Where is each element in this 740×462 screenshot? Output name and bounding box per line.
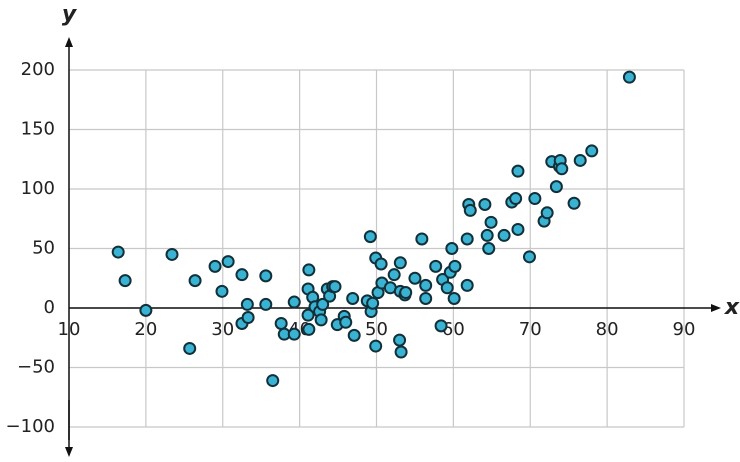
point [339,315,353,329]
point [314,313,328,327]
point [208,259,222,273]
x-tick-label: 70 [519,319,542,340]
y-tick-label: −100 [6,416,55,437]
point [302,322,316,336]
point [509,192,523,206]
point [188,274,202,288]
point [366,296,380,310]
point [511,164,525,178]
x-tick-label: 20 [134,319,157,340]
point [445,242,459,255]
point [399,286,413,300]
point [434,319,448,333]
x-tick-label: 30 [211,319,234,340]
point [555,162,569,176]
point [346,291,360,305]
point [497,228,511,242]
point [447,291,461,305]
point [484,215,498,229]
grid [68,69,685,428]
x-tick-label: 10 [58,319,81,340]
point [111,245,125,259]
point [480,228,494,242]
point [482,242,496,255]
point [622,70,636,84]
point [585,144,599,158]
point [460,278,474,292]
point [429,259,443,273]
point [394,345,408,359]
point [316,297,330,311]
point [240,297,254,311]
y-tick-label: 0 [44,297,55,318]
point [374,257,388,271]
point [463,203,477,217]
point [440,281,454,295]
point [118,274,132,288]
point [573,153,587,167]
y-tick-label: 150 [21,119,55,140]
points [111,70,636,388]
point [369,339,383,353]
point [522,250,536,264]
point [460,232,474,246]
point [540,206,554,220]
point [393,256,407,270]
y-tick-label: 100 [21,178,55,199]
point [183,341,197,355]
point [301,308,315,322]
y-tick-label: −50 [17,357,55,378]
point [328,280,342,294]
y-tick-label: 50 [32,238,55,259]
point [347,328,361,342]
point [549,180,563,194]
point [165,247,179,261]
point [393,333,407,347]
point [419,278,433,292]
point [139,303,153,317]
x-tick-label: 80 [596,319,619,340]
point [528,192,542,206]
y-tick-label: 200 [21,59,55,80]
point [408,271,422,285]
x-tick-label: 50 [365,319,388,340]
x-tick-label: 60 [442,319,465,340]
point [415,232,429,246]
point [363,230,377,244]
point [419,291,433,305]
point [478,197,492,211]
point [235,268,249,282]
x-axis-label: x [724,295,740,320]
point [221,255,235,269]
point [259,297,273,311]
point [567,196,581,210]
x-tick-label: 90 [673,319,696,340]
point [259,269,273,283]
point [387,268,401,282]
y-axis-label: y [62,2,78,27]
point [274,316,288,330]
point [287,327,301,341]
point [241,311,255,325]
point [302,263,316,277]
point [287,295,301,309]
point [266,374,280,388]
point [448,259,462,273]
point [215,284,229,298]
point [511,222,525,236]
